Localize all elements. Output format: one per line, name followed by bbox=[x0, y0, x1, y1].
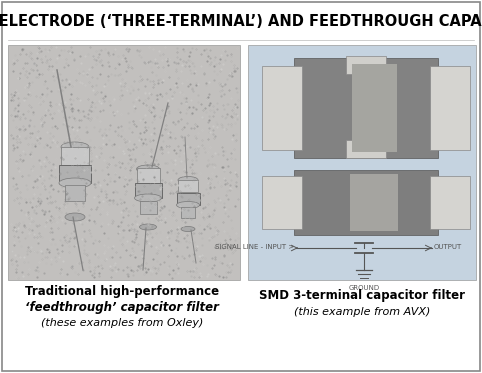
Bar bbox=[262, 176, 302, 229]
Ellipse shape bbox=[65, 213, 85, 221]
Text: THREE-ELECTRODE (‘THREE-TERMINAL’) AND FEEDTHROUGH CAPACITORS: THREE-ELECTRODE (‘THREE-TERMINAL’) AND F… bbox=[0, 15, 482, 29]
Bar bbox=[181, 207, 195, 218]
Bar bbox=[294, 58, 438, 158]
Ellipse shape bbox=[181, 226, 195, 232]
Ellipse shape bbox=[178, 176, 198, 184]
Bar bbox=[137, 168, 160, 183]
Bar bbox=[346, 140, 386, 158]
Bar bbox=[350, 174, 398, 231]
Text: (this example from AVX): (this example from AVX) bbox=[294, 307, 430, 317]
Bar bbox=[177, 193, 200, 205]
Ellipse shape bbox=[59, 178, 91, 188]
Bar bbox=[430, 176, 470, 229]
Bar bbox=[140, 201, 157, 214]
Bar bbox=[59, 165, 91, 183]
Bar bbox=[430, 66, 470, 150]
Text: OUTPUT: OUTPUT bbox=[434, 244, 462, 250]
Bar bbox=[8, 45, 240, 280]
Bar bbox=[178, 180, 198, 192]
Text: (these examples from Oxley): (these examples from Oxley) bbox=[41, 318, 203, 328]
Text: SIGNAL LINE - INPUT >: SIGNAL LINE - INPUT > bbox=[215, 244, 294, 250]
Bar bbox=[61, 147, 89, 165]
Bar bbox=[294, 170, 438, 235]
Text: Traditional high-performance: Traditional high-performance bbox=[25, 285, 219, 298]
Bar bbox=[248, 45, 476, 280]
Text: ‘feedthrough’ capacitor filter: ‘feedthrough’ capacitor filter bbox=[25, 301, 219, 314]
Bar bbox=[65, 185, 85, 201]
Bar bbox=[352, 64, 397, 152]
Bar bbox=[262, 66, 302, 150]
Text: GROUND: GROUND bbox=[348, 285, 379, 291]
Ellipse shape bbox=[136, 165, 160, 173]
Bar bbox=[135, 183, 162, 198]
Text: SMD 3-terminal capacitor filter: SMD 3-terminal capacitor filter bbox=[259, 288, 465, 301]
Ellipse shape bbox=[134, 194, 161, 202]
Ellipse shape bbox=[61, 142, 89, 152]
Bar bbox=[346, 56, 386, 74]
Ellipse shape bbox=[176, 201, 200, 209]
Ellipse shape bbox=[139, 224, 157, 230]
